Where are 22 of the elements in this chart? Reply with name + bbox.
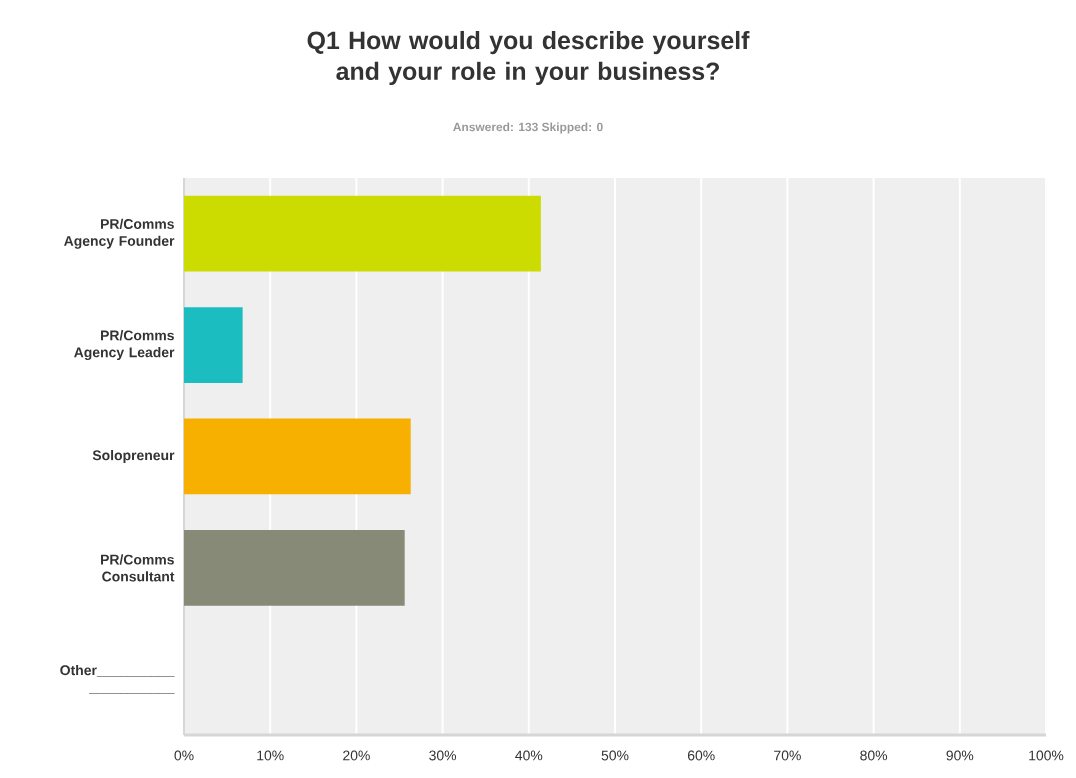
x-tick-label: 40%: [515, 750, 543, 761]
bar: [184, 195, 541, 272]
bar: [184, 418, 411, 495]
x-tick-label: 0%: [174, 750, 194, 761]
x-tick-label: 30%: [429, 750, 457, 761]
bar: [184, 530, 405, 606]
x-tick-label: 50%: [601, 750, 629, 761]
bar: [184, 307, 243, 383]
x-tick-label: 20%: [343, 750, 370, 761]
y-tick-label: PR/Comms Consultant: [101, 554, 175, 582]
x-tick-label: 10%: [257, 750, 284, 761]
y-tick-label: Solopreneur: [92, 449, 175, 463]
x-tick-label: 80%: [860, 750, 888, 761]
y-tick-label: PR/Comms Agency Leader: [74, 330, 175, 361]
y-tick-label: PR/Comms Agency Founder: [64, 218, 175, 249]
x-tick-label: 70%: [774, 750, 801, 761]
x-tick-label: 60%: [687, 750, 715, 761]
y-tick-label: Other__________ ___________: [60, 664, 175, 694]
x-tick-label: 100%: [1029, 750, 1064, 761]
chart-subtitle: Answered: 133 Skipped: 0: [453, 122, 603, 134]
chart-title: Q1 How would you describe yourself and your role in your business?: [307, 30, 750, 86]
x-tick-label: 90%: [946, 750, 974, 761]
